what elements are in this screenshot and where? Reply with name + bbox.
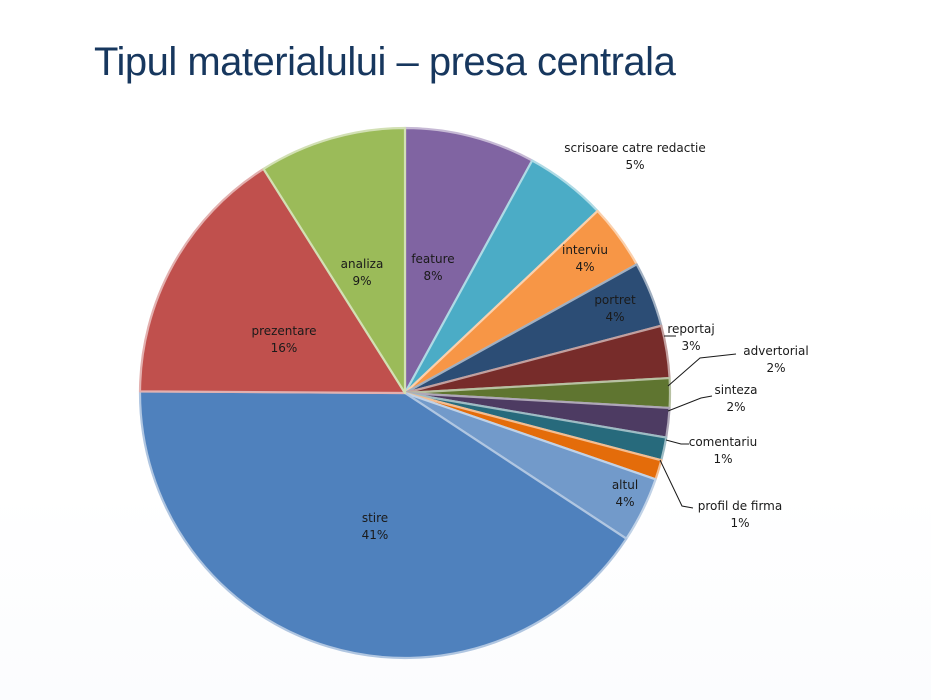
- pie-slice-feature: [403, 126, 534, 395]
- slice-label-portret: portret: [594, 293, 636, 307]
- slice-label-interviu: interviu: [562, 243, 608, 257]
- slice-percent-analiza: 9%: [352, 274, 371, 288]
- slice-label-comentariu: comentariu: [689, 435, 758, 449]
- slice-percent-profil-de-firma: 1%: [730, 516, 749, 530]
- slice-label-feature: feature: [411, 252, 454, 266]
- slice-percent-stire: 41%: [362, 528, 389, 542]
- leader-line-advertorial: [667, 353, 737, 387]
- pie-slice-prezentare: [138, 167, 407, 395]
- slice-label-sinteza: sinteza: [715, 383, 758, 397]
- slice-label-altul: altul: [612, 478, 638, 492]
- slice-label-analiza: analiza: [341, 257, 384, 271]
- slice-percent-portret: 4%: [605, 310, 624, 324]
- slice-label-profil-de-firma: profil de firma: [698, 499, 782, 513]
- slice-percent-comentariu: 1%: [713, 452, 732, 466]
- slice-label-prezentare: prezentare: [251, 324, 316, 338]
- pie-slice-analiza: [262, 126, 407, 395]
- slice-percent-prezentare: 16%: [271, 341, 298, 355]
- slice-percent-reportaj: 3%: [681, 339, 700, 353]
- slice-percent-scrisoare-catre-redactie: 5%: [625, 158, 644, 172]
- slice-label-reportaj: reportaj: [667, 322, 714, 336]
- slide-title: Tipul materialului – presa centrala: [94, 40, 676, 84]
- slice-percent-feature: 8%: [423, 269, 442, 283]
- slice-label-scrisoare-catre-redactie: scrisoare catre redactie: [564, 141, 706, 155]
- slice-label-stire: stire: [362, 511, 388, 525]
- leader-line-profil-de-firma: [659, 459, 694, 509]
- slice-percent-altul: 4%: [615, 495, 634, 509]
- slice-label-advertorial: advertorial: [743, 344, 808, 358]
- slice-percent-advertorial: 2%: [766, 361, 785, 375]
- leader-line-comentariu: [665, 439, 689, 445]
- pie-slice-stire: [138, 390, 628, 660]
- slice-percent-sinteza: 2%: [726, 400, 745, 414]
- leader-line-sinteza: [667, 395, 713, 412]
- slice-percent-interviu: 4%: [575, 260, 594, 274]
